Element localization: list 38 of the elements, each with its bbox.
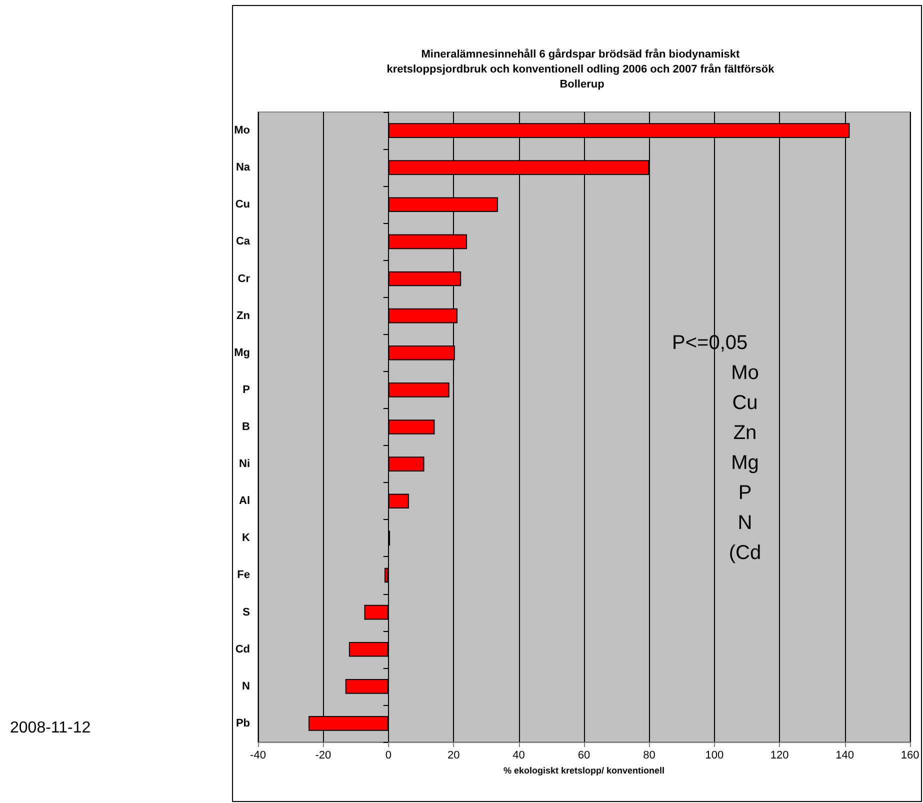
y-tick-label: Mo — [234, 124, 250, 137]
y-tick-label: Cd — [235, 643, 250, 656]
y-tick-label: P — [242, 384, 250, 396]
x-tick-label: 100 — [705, 750, 724, 762]
chart-title: Mineralämnesinnehåll 6 gårdspar brödsäd från biodynamiskt kretsloppsjordbruk och konventionell odling 2006 och 2007 från fältförsök Bollerup — [386, 48, 778, 90]
annotation: (Cd — [728, 542, 762, 564]
y-tick-label: Na — [236, 162, 251, 174]
y-tick-label: S — [242, 606, 250, 618]
x-tick-label: 60 — [578, 750, 590, 762]
y-tick-label: Fe — [237, 569, 250, 582]
x-tick-label: 80 — [643, 750, 656, 762]
x-tick-label: 140 — [836, 750, 854, 762]
y-tick-label: Cr — [238, 272, 251, 285]
y-tick-label: B — [242, 421, 250, 433]
x-axis-title: % ekologiskt kretslopp/ konventionell — [503, 766, 665, 776]
x-tick-label: 20 — [447, 750, 460, 762]
annotation: Zn — [733, 422, 757, 444]
y-tick-label: K — [242, 532, 250, 544]
x-tick-label: -20 — [315, 750, 332, 762]
y-tick-label: Ni — [239, 458, 250, 470]
annotation: Cu — [732, 392, 758, 414]
y-tick-label: Pb — [236, 717, 250, 730]
annotation: N — [738, 512, 752, 534]
annotation: Mo — [731, 362, 759, 384]
y-tick-label: Cu — [235, 198, 250, 211]
x-tick-label: 40 — [512, 750, 525, 762]
annotation: Mg — [731, 452, 759, 474]
y-tick-label: N — [242, 680, 250, 692]
x-tick-label: -40 — [250, 750, 266, 762]
x-tick-label: 0 — [385, 750, 392, 762]
y-tick-label: Ca — [236, 236, 251, 248]
y-tick-label: Al — [239, 495, 250, 508]
y-tick-label: Zn — [236, 310, 250, 322]
y-tick-label: Mg — [234, 346, 250, 359]
x-tick-label: 120 — [770, 750, 789, 762]
x-tick-label: 160 — [900, 750, 920, 762]
annotation: P — [738, 482, 752, 504]
text: 2008-11-12 — [10, 720, 91, 736]
